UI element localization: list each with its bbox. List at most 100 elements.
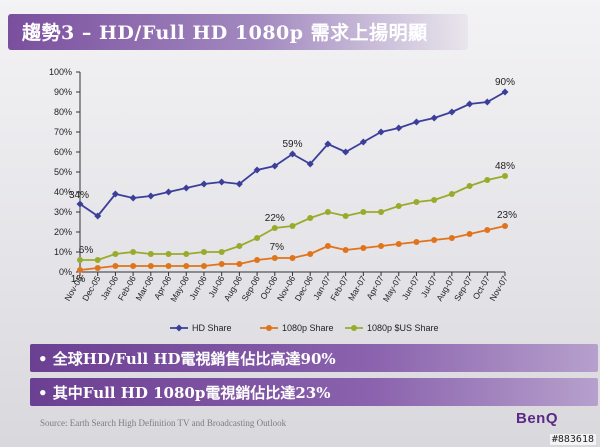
data-label: 22% [265, 213, 285, 224]
data-point [466, 231, 473, 237]
data-point [378, 209, 385, 215]
legend-label: 1080p $US Share [367, 323, 439, 333]
legend-label: HD Share [192, 323, 232, 333]
y-tick-label: 60% [54, 147, 72, 157]
bullet-bar-2: • 其中Full HD 1080p電視銷佔比達23% [30, 378, 598, 406]
data-point [466, 183, 473, 189]
data-point [182, 184, 190, 192]
data-point [218, 261, 225, 267]
data-point [431, 197, 438, 203]
title-banner: 趨勢3 – HD/Full HD 1080p 需求上揚明顯 [8, 14, 468, 50]
data-point [483, 98, 491, 106]
legend-marker [175, 324, 183, 332]
data-point [307, 215, 314, 221]
data-point [324, 140, 332, 148]
y-tick-label: 50% [54, 167, 72, 177]
data-point [165, 251, 172, 257]
data-point [253, 166, 261, 174]
data-point [307, 251, 314, 257]
data-label: 7% [270, 242, 285, 253]
y-tick-label: 10% [54, 247, 72, 257]
data-point [501, 88, 509, 96]
line-chart: 0%10%20%30%40%50%60%70%80%90%100%Nov-05D… [49, 67, 517, 333]
legend-label: 1080p Share [282, 323, 334, 333]
data-point [147, 263, 154, 269]
data-point [254, 235, 261, 241]
benq-logo: BenQ [516, 410, 559, 427]
data-point [147, 251, 154, 257]
data-label: 34% [69, 190, 89, 201]
x-tick-label: Dec-06 [293, 274, 315, 303]
data-point [324, 209, 331, 215]
data-point [130, 249, 137, 255]
data-point [271, 162, 279, 170]
data-point [360, 209, 367, 215]
data-point [183, 263, 190, 269]
data-label: 23% [497, 210, 517, 221]
data-point [342, 213, 349, 219]
series-line-2 [80, 175, 506, 261]
data-point [236, 261, 243, 267]
data-point [235, 180, 243, 188]
x-tick-label: Jun-07 [400, 274, 422, 302]
x-tick-label: Nov-07 [487, 274, 509, 303]
data-point [377, 128, 385, 136]
data-point [466, 100, 474, 108]
y-tick-label: 20% [54, 227, 72, 237]
data-point [129, 194, 137, 202]
data-point [200, 249, 207, 255]
data-point [448, 191, 455, 197]
data-point [94, 257, 101, 263]
y-tick-label: 90% [54, 87, 72, 97]
x-tick-label: Jun-06 [187, 274, 209, 302]
data-point [360, 245, 367, 251]
data-label: 90% [495, 77, 515, 88]
data-point [130, 263, 137, 269]
data-point [200, 263, 207, 269]
x-tick-label: Mar-07 [346, 274, 368, 303]
y-tick-label: 80% [54, 107, 72, 117]
data-point [395, 124, 403, 132]
y-tick-label: 40% [54, 187, 72, 197]
data-point [289, 223, 296, 229]
data-point [94, 265, 101, 271]
y-tick-label: 0% [59, 267, 72, 277]
data-point [306, 160, 314, 168]
bullet-text-1: • 全球HD/Full HD電視銷售佔比高達90% [38, 350, 336, 368]
data-point [324, 243, 331, 249]
data-point [378, 243, 385, 249]
data-label: 6% [79, 245, 94, 256]
data-point [76, 200, 84, 208]
data-point [412, 118, 420, 126]
data-point [395, 203, 402, 209]
watermark-id: #883618 [549, 434, 596, 445]
data-point [218, 249, 225, 255]
data-point [289, 255, 296, 261]
data-point [271, 255, 278, 261]
data-point [77, 267, 83, 273]
data-point [448, 235, 455, 241]
bullet-bar-1: • 全球HD/Full HD電視銷售佔比高達90% [30, 344, 598, 372]
data-point [94, 212, 102, 220]
data-point [289, 150, 296, 158]
data-point [112, 251, 119, 257]
data-label: 59% [282, 139, 302, 150]
data-point [502, 173, 508, 179]
data-point [448, 108, 456, 116]
data-point [342, 247, 349, 253]
data-label: 1% [71, 274, 86, 285]
x-tick-label: Sep-07 [452, 274, 475, 303]
data-point [342, 148, 350, 156]
legend-marker [266, 325, 272, 331]
data-point [165, 263, 172, 269]
bullet-text-2: • 其中Full HD 1080p電視銷佔比達23% [38, 384, 331, 402]
y-tick-label: 70% [54, 127, 72, 137]
series-line-1 [79, 225, 506, 271]
data-point [236, 243, 243, 249]
y-tick-label: 30% [54, 207, 72, 217]
data-point [147, 192, 155, 200]
x-tick-label: Mar-06 [133, 274, 155, 303]
data-point [431, 237, 438, 243]
data-point [395, 241, 402, 247]
